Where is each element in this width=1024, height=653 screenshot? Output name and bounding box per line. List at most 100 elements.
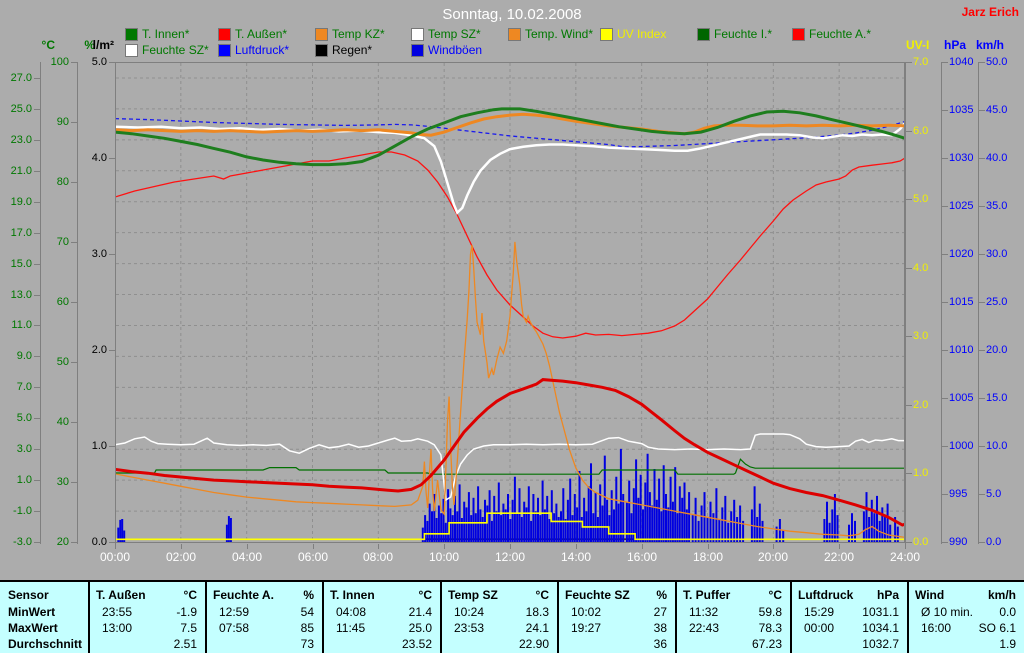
legend-swatch bbox=[218, 28, 231, 41]
time-tick bbox=[576, 544, 577, 549]
table-cell: °C bbox=[768, 588, 782, 602]
axis-line-pct bbox=[77, 62, 78, 544]
table-divider bbox=[790, 582, 792, 653]
axis-tick bbox=[942, 206, 948, 207]
axis-tick-label: 90 bbox=[56, 116, 69, 128]
legend-label: Feuchte A.* bbox=[809, 27, 872, 41]
table-divider bbox=[675, 582, 677, 653]
axis-tick-label: 35.0 bbox=[986, 200, 1008, 212]
series-uv-index bbox=[115, 512, 905, 541]
table-cell: 12:59 bbox=[219, 605, 250, 619]
time-tick bbox=[378, 544, 379, 549]
axis-tick-label: 25.0 bbox=[10, 103, 32, 115]
plot-area bbox=[115, 62, 905, 543]
table-divider bbox=[557, 582, 559, 653]
table-cell: °C bbox=[535, 588, 549, 602]
table-cell: 1034.1 bbox=[862, 621, 899, 635]
axis-tick-label: 25.0 bbox=[986, 296, 1008, 308]
legend-label: Regen* bbox=[332, 43, 373, 57]
table-cell: Luftdruck bbox=[798, 588, 854, 602]
time-tick bbox=[313, 544, 314, 549]
table-cell: 22:43 bbox=[689, 621, 720, 635]
table-cell: 19:27 bbox=[571, 621, 602, 635]
table-cell: 04:08 bbox=[336, 605, 367, 619]
time-tick bbox=[905, 544, 906, 549]
table-cell: 21.4 bbox=[408, 605, 432, 619]
axis-tick-label: 1005 bbox=[949, 392, 974, 404]
table-cell: 27 bbox=[653, 605, 667, 619]
legend-swatch bbox=[600, 28, 613, 41]
axis-tick-label: 995 bbox=[949, 488, 968, 500]
axis-tick bbox=[34, 233, 40, 234]
axis-tick bbox=[71, 482, 77, 483]
legend-swatch bbox=[697, 28, 710, 41]
table-cell: 67.23 bbox=[751, 637, 782, 651]
axis-tick-label: 4.0 bbox=[91, 152, 107, 164]
legend-swatch bbox=[508, 28, 521, 41]
axis-tick-label: 1035 bbox=[949, 104, 974, 116]
axis-tick bbox=[942, 254, 948, 255]
axis-header-pct: % bbox=[84, 38, 95, 52]
axis-tick-label: 7.0 bbox=[16, 381, 32, 393]
table-cell: 22.90 bbox=[518, 637, 549, 651]
table-cell: 1.9 bbox=[999, 637, 1016, 651]
series-luftdruck bbox=[115, 117, 905, 148]
table-cell: 24.1 bbox=[525, 621, 549, 635]
table-cell: 54 bbox=[300, 605, 314, 619]
axis-tick-label: 1.0 bbox=[913, 467, 929, 479]
axis-tick bbox=[942, 158, 948, 159]
table-cell: 10:24 bbox=[454, 605, 485, 619]
axis-tick-label: 1010 bbox=[949, 344, 974, 356]
axis-tick bbox=[71, 242, 77, 243]
axis-tick-label: 5.0 bbox=[913, 193, 929, 205]
axis-tick-label: 20.0 bbox=[986, 344, 1008, 356]
legend-label: Feuchte I.* bbox=[714, 27, 773, 41]
time-tick-label: 10:00 bbox=[428, 550, 460, 564]
time-tick-label: 22:00 bbox=[823, 550, 855, 564]
axis-tick bbox=[979, 398, 985, 399]
axis-tick-label: 10.0 bbox=[986, 440, 1008, 452]
axis-tick bbox=[34, 449, 40, 450]
axis-tick bbox=[906, 268, 912, 269]
axis-tick bbox=[34, 295, 40, 296]
axis-tick-label: 21.0 bbox=[10, 165, 32, 177]
axis-tick bbox=[71, 542, 77, 543]
series-windboeen bbox=[117, 448, 899, 542]
axis-tick-label: 13.0 bbox=[10, 289, 32, 301]
axis-tick-label: 30.0 bbox=[986, 248, 1008, 260]
axis-tick-label: 0.0 bbox=[986, 536, 1002, 548]
axis-tick-label: 40.0 bbox=[986, 152, 1008, 164]
axis-tick-label: 1.0 bbox=[16, 474, 32, 486]
table-cell: km/h bbox=[987, 588, 1016, 602]
axis-tick-label: 9.0 bbox=[16, 350, 32, 362]
axis-tick bbox=[34, 480, 40, 481]
table-cell: 07:58 bbox=[219, 621, 250, 635]
axis-tick bbox=[34, 202, 40, 203]
axis-tick-label: 27.0 bbox=[10, 72, 32, 84]
table-cell: 2.51 bbox=[173, 637, 197, 651]
axis-tick-label: 60 bbox=[56, 296, 69, 308]
axis-tick bbox=[109, 350, 115, 351]
table-cell: 36 bbox=[653, 637, 667, 651]
axis-tick-label: 1000 bbox=[949, 440, 974, 452]
time-tick-label: 18:00 bbox=[692, 550, 724, 564]
time-tick bbox=[247, 544, 248, 549]
table-cell: 38 bbox=[653, 621, 667, 635]
axis-tick bbox=[34, 78, 40, 79]
axis-tick bbox=[34, 356, 40, 357]
axis-tick-label: 3.0 bbox=[16, 443, 32, 455]
table-cell: MinWert bbox=[8, 605, 56, 619]
axis-tick-label: 15.0 bbox=[10, 258, 32, 270]
legend-label: T. Innen* bbox=[142, 27, 190, 41]
axis-tick bbox=[906, 336, 912, 337]
axis-tick-label: 5.0 bbox=[986, 488, 1002, 500]
axis-tick-label: 19.0 bbox=[10, 196, 32, 208]
axis-tick bbox=[71, 302, 77, 303]
axis-tick bbox=[942, 302, 948, 303]
legend-swatch bbox=[218, 44, 231, 57]
axis-tick bbox=[979, 350, 985, 351]
axis-tick bbox=[34, 387, 40, 388]
axis-tick bbox=[979, 110, 985, 111]
axis-tick bbox=[942, 62, 948, 63]
axis-tick-label: 7.0 bbox=[913, 56, 929, 68]
